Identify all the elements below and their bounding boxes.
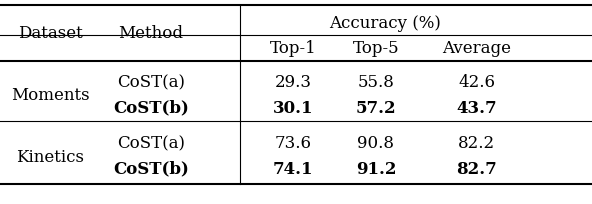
Text: Moments: Moments xyxy=(11,87,89,104)
Text: 43.7: 43.7 xyxy=(456,100,497,117)
Text: CoST(a): CoST(a) xyxy=(117,74,185,91)
Text: Kinetics: Kinetics xyxy=(17,149,84,166)
Text: 82.2: 82.2 xyxy=(458,135,495,152)
Text: 42.6: 42.6 xyxy=(458,74,495,91)
Text: 57.2: 57.2 xyxy=(356,100,396,117)
Text: 91.2: 91.2 xyxy=(356,161,396,178)
Text: Top-5: Top-5 xyxy=(353,40,399,58)
Text: 74.1: 74.1 xyxy=(273,161,313,178)
Text: Accuracy (%): Accuracy (%) xyxy=(329,15,440,32)
Text: CoST(a): CoST(a) xyxy=(117,135,185,152)
Text: Top-1: Top-1 xyxy=(270,40,316,58)
Text: 30.1: 30.1 xyxy=(273,100,313,117)
Text: CoST(b): CoST(b) xyxy=(113,100,189,117)
Text: Dataset: Dataset xyxy=(18,25,83,42)
Text: 29.3: 29.3 xyxy=(275,74,311,91)
Text: 82.7: 82.7 xyxy=(456,161,497,178)
Text: Method: Method xyxy=(118,25,184,42)
Text: 55.8: 55.8 xyxy=(358,74,394,91)
Text: 73.6: 73.6 xyxy=(275,135,311,152)
Text: CoST(b): CoST(b) xyxy=(113,161,189,178)
Text: 90.8: 90.8 xyxy=(358,135,394,152)
Text: Average: Average xyxy=(442,40,511,58)
